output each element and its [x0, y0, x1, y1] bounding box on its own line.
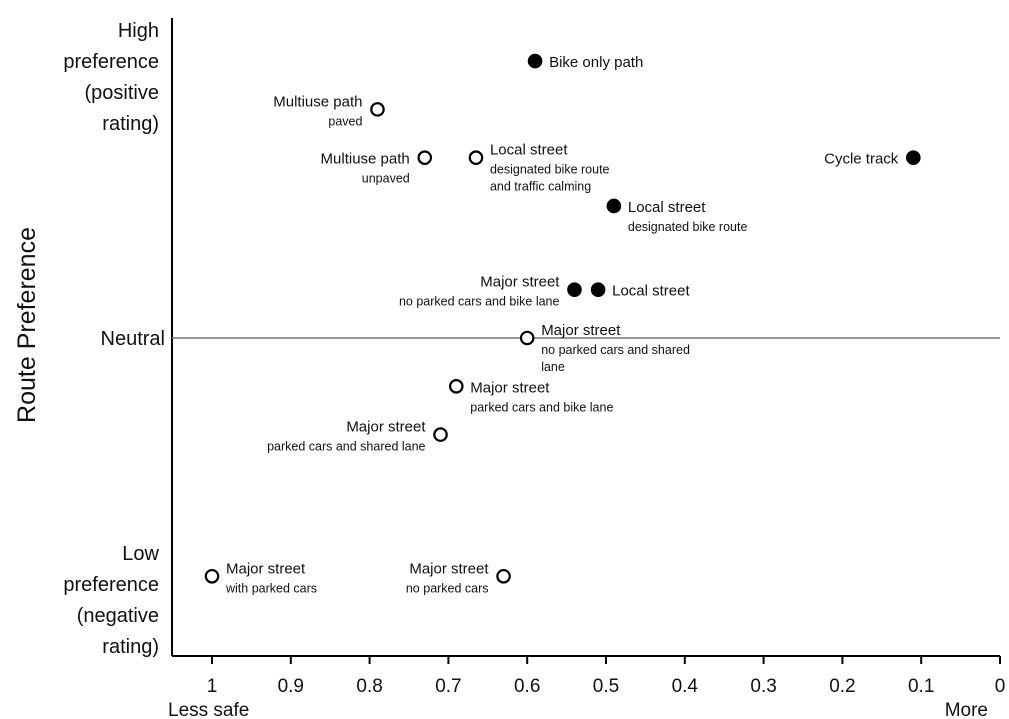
point-label-sub: parked cars and shared lane [267, 440, 425, 454]
point-label-sub: designated bike route [490, 163, 610, 177]
point-label-main: Major street [226, 560, 306, 577]
y-axis-title: Route Preference [13, 227, 41, 423]
point-filled-marker [527, 53, 543, 69]
point-label-main: Major street [470, 379, 550, 396]
point-label-sub: lane [541, 360, 565, 374]
point-label-main: Multiuse path [321, 151, 410, 168]
x-tick-label: 0.2 [829, 676, 855, 697]
point-open-marker [448, 378, 464, 394]
x-tick-label: 0.5 [593, 676, 619, 697]
axes-group [171, 18, 1000, 657]
point-label-sub: and traffic calming [490, 180, 591, 194]
point-label-main: Local street [612, 283, 690, 300]
x-ticks-group: 1 0.9 0.8 0.7 0.6 0.5 0.4 0.3 0.2 0.1 0 Less safe Mo… [168, 656, 1005, 719]
point-open-marker [417, 150, 433, 165]
x-end-label-left: Less safe [168, 700, 249, 719]
point-label-sub: designated bike route [628, 220, 748, 234]
point-filled-marker [567, 282, 582, 297]
point-label-main: Bike only path [549, 54, 643, 71]
point-label-main: Cycle track [824, 151, 899, 168]
y-label-low-line: rating) [102, 636, 159, 658]
x-tick-label: 0.3 [750, 676, 776, 697]
point-filled-marker [606, 198, 622, 214]
x-tick-label: 0.6 [514, 676, 540, 697]
x-tick-label: 0.9 [278, 676, 304, 697]
point-open-marker [496, 568, 511, 584]
y-label-high-line: High [118, 20, 159, 42]
y-label-high-line: (positive [85, 82, 159, 104]
point-label-sub: no parked cars and shared [541, 343, 690, 357]
y-label-high-line: rating) [102, 113, 159, 135]
y-label-neutral: Neutral [101, 328, 165, 350]
point-label-sub: with parked cars [225, 581, 317, 595]
x-tick-label: 1 [207, 676, 218, 697]
x-tick-label: 0.4 [672, 676, 699, 697]
point-open-marker [370, 102, 385, 117]
point-open-marker [519, 330, 535, 346]
point-filled-marker [590, 282, 606, 297]
point-open-marker [204, 568, 220, 584]
y-label-low-line: preference [63, 574, 159, 596]
point-label-sub: paved [328, 114, 362, 128]
point-label-main: Major street [409, 560, 489, 577]
y-label-high-line: preference [63, 51, 159, 73]
point-label-main: Major street [480, 274, 560, 291]
point-label-main: Local street [628, 199, 706, 216]
point-label-sub: unpaved [362, 172, 410, 186]
x-tick-label: 0.1 [908, 676, 934, 697]
point-label-sub: no parked cars and bike lane [399, 295, 560, 309]
x-tick-label: 0.7 [435, 676, 461, 697]
point-label-main: Local street [490, 142, 568, 159]
y-label-low-line: (negative [77, 605, 159, 627]
point-filled-marker [906, 150, 921, 165]
points-group: Bike only path Multiuse path paved Multiuse… [204, 53, 921, 595]
point-label-main: Major street [541, 322, 621, 339]
y-labels-group: Route Preference High preference (positive r… [13, 20, 165, 658]
x-tick-label: 0.8 [356, 676, 382, 697]
point-open-marker [433, 427, 448, 442]
point-open-marker [468, 150, 484, 165]
y-label-low-line: Low [122, 543, 159, 565]
point-label-sub: no parked cars [406, 581, 489, 595]
x-end-label-right: More [945, 700, 988, 719]
x-tick-label: 0 [995, 676, 1006, 697]
point-label-main: Multiuse path [273, 93, 362, 110]
point-label-main: Major street [346, 419, 426, 436]
point-label-sub: parked cars and bike lane [470, 400, 613, 414]
